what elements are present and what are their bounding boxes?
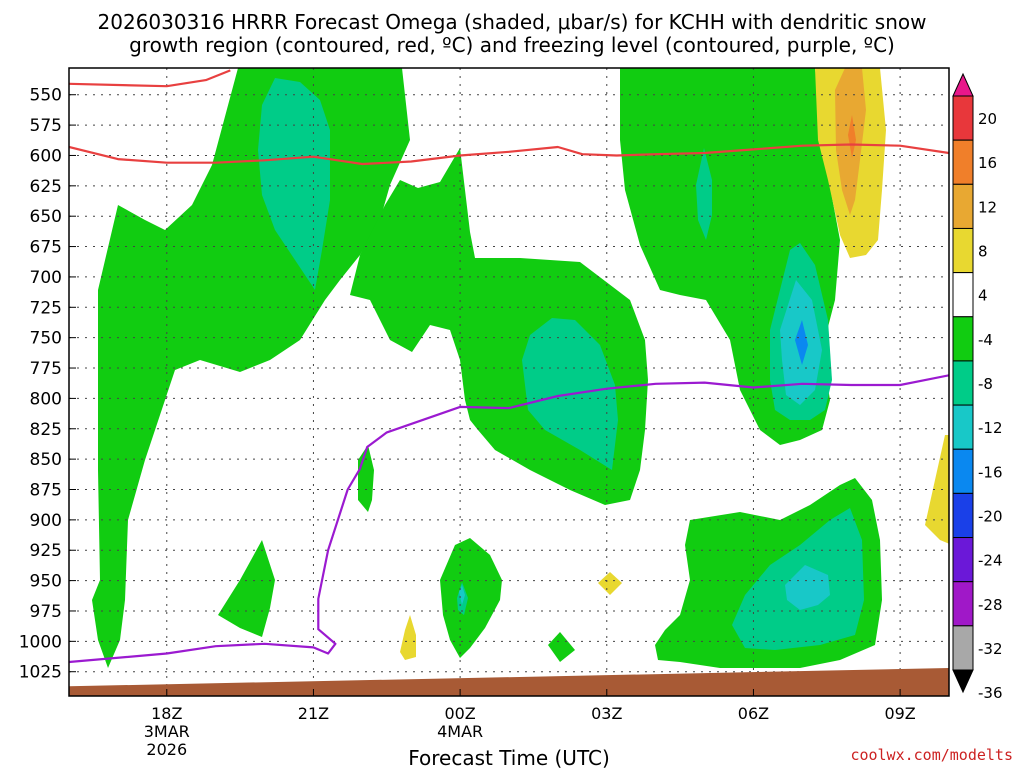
terrain-fill bbox=[69, 668, 949, 696]
colorbar-bin bbox=[952, 95, 974, 141]
colorbar-label: 12 bbox=[978, 198, 997, 216]
y-tick-label: 925 bbox=[30, 541, 62, 561]
omega-region-green-a bbox=[92, 68, 410, 668]
x-tick-label: 06Z bbox=[738, 704, 769, 723]
omega-region-green-f bbox=[218, 540, 275, 637]
colorbar-label: 4 bbox=[978, 287, 988, 305]
y-tick-label: 550 bbox=[30, 86, 62, 106]
plot-area bbox=[69, 68, 949, 696]
colorbar-label: -8 bbox=[978, 375, 993, 393]
colorbar-label: -28 bbox=[978, 596, 1003, 614]
omega-region-yellow-d bbox=[400, 615, 416, 660]
colorbar-label: 16 bbox=[978, 154, 997, 172]
y-tick-label: 1025 bbox=[19, 663, 62, 683]
colorbar-bin bbox=[952, 581, 974, 627]
colorbar-bottom-arrow bbox=[952, 669, 974, 694]
gridlines bbox=[69, 68, 949, 696]
y-tick-label: 725 bbox=[30, 298, 62, 318]
y-tick-label: 775 bbox=[30, 359, 62, 379]
colorbar-top-arrow bbox=[952, 72, 974, 97]
y-tick-label: 675 bbox=[30, 238, 62, 258]
chart-title-line2: growth region (contoured, red, ºC) and f… bbox=[129, 33, 895, 57]
colorbar-bin bbox=[952, 139, 974, 185]
x-tick-year: 2026 bbox=[146, 740, 187, 759]
y-tick-label: 950 bbox=[30, 572, 62, 592]
y-tick-label: 575 bbox=[30, 116, 62, 136]
contour-lines bbox=[69, 69, 949, 664]
colorbar-bin bbox=[952, 183, 974, 229]
colorbar-label: -12 bbox=[978, 419, 1003, 437]
contour-line-1 bbox=[69, 143, 949, 166]
x-tick-date: 4MAR bbox=[437, 722, 483, 741]
omega-region-yellow-c bbox=[598, 572, 622, 595]
colorbar-label: -32 bbox=[978, 640, 1003, 658]
colorbar-bin bbox=[952, 448, 974, 494]
x-tick-label: 21Z bbox=[298, 704, 329, 723]
colorbar-bin bbox=[952, 272, 974, 318]
colorbar: 20 16 12 8 4 -4 -8 -12 -16 -20 -24 -28 -32 -36 bbox=[952, 72, 1003, 702]
y-tick-label: 650 bbox=[30, 207, 62, 227]
omega-region-seagreen-a bbox=[258, 78, 330, 290]
colorbar-label: -4 bbox=[978, 331, 993, 349]
colorbar-label: 20 bbox=[978, 110, 997, 128]
omega-region-orange-a bbox=[848, 115, 856, 158]
y-tick-label: 975 bbox=[30, 602, 62, 622]
omega-region-cyan-b bbox=[785, 565, 830, 610]
colorbar-label: -36 bbox=[978, 684, 1003, 702]
colorbar-label: -16 bbox=[978, 463, 1003, 481]
y-axis: 550 575 600 625 650 675 700 725 750 775 800 825 850 8… bbox=[19, 86, 76, 683]
x-tick-label: 00Z bbox=[444, 704, 475, 723]
y-tick-label: 625 bbox=[30, 177, 62, 197]
omega-region-yellow-b bbox=[925, 435, 949, 544]
chart-title-line1: 2026030316 HRRR Forecast Omega (shaded, … bbox=[98, 10, 927, 34]
colorbar-bin bbox=[952, 404, 974, 450]
y-tick-label: 900 bbox=[30, 511, 62, 531]
colorbar-bin bbox=[952, 537, 974, 583]
y-tick-label: 875 bbox=[30, 481, 62, 501]
y-tick-label: 800 bbox=[30, 389, 62, 409]
x-axis-label: Forecast Time (UTC) bbox=[408, 746, 610, 768]
y-tick-label: 825 bbox=[30, 420, 62, 440]
y-tick-label: 850 bbox=[30, 450, 62, 470]
y-tick-label: 700 bbox=[30, 268, 62, 288]
colorbar-bin bbox=[952, 316, 974, 362]
omega-region-seagreen-e bbox=[696, 148, 712, 240]
colorbar-label: -20 bbox=[978, 507, 1003, 525]
terrain bbox=[69, 668, 949, 696]
contour-line-2 bbox=[69, 374, 949, 664]
y-tick-label: 600 bbox=[30, 146, 62, 166]
plot-frame bbox=[68, 67, 950, 697]
x-tick-date: 3MAR bbox=[144, 722, 190, 741]
colorbar-bin bbox=[952, 360, 974, 406]
omega-region-green-h bbox=[548, 632, 575, 662]
y-tick-label: 1000 bbox=[19, 632, 62, 652]
colorbar-label: -24 bbox=[978, 552, 1003, 570]
x-tick-label: 09Z bbox=[884, 704, 915, 723]
x-tick-label: 03Z bbox=[591, 704, 622, 723]
colorbar-bin bbox=[952, 227, 974, 274]
omega-region-green-e bbox=[440, 538, 502, 658]
x-tick-label: 18Z bbox=[151, 704, 182, 723]
colorbar-label: 8 bbox=[978, 243, 988, 261]
contour-line-0 bbox=[69, 69, 231, 88]
credit-text: coolwx.com/modelts bbox=[850, 746, 1013, 764]
colorbar-bin bbox=[952, 625, 974, 671]
omega-region-blue-a bbox=[795, 320, 808, 365]
colorbar-bin bbox=[952, 492, 974, 539]
y-tick-label: 750 bbox=[30, 329, 62, 349]
